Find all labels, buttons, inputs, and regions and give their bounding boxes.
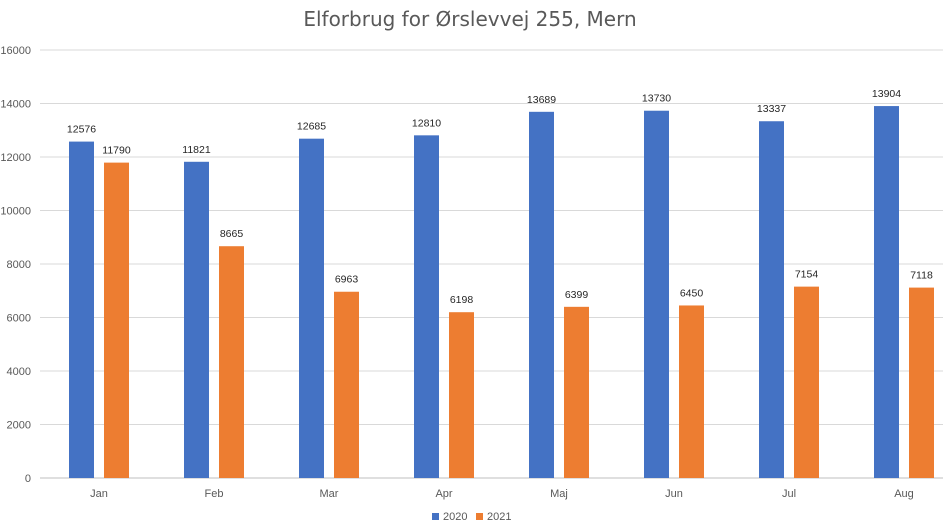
data-label-2020-aug: 13904 (872, 88, 901, 100)
data-label-2021-apr: 6198 (450, 294, 474, 306)
x-axis: Jan Feb Mar Apr Maj Jun Jul Aug (90, 488, 914, 500)
x-tick-label: Jan (90, 488, 108, 500)
data-labels: 12576 11790 11821 8665 12685 6963 12810 6198 136… (67, 88, 933, 306)
y-tick-label: 6000 (7, 313, 31, 325)
bar-2021-jun (679, 305, 704, 478)
data-label-2020-feb: 11821 (182, 144, 211, 156)
legend-label-2020: 2020 (443, 511, 467, 523)
bars (69, 106, 934, 479)
data-label-2020-jun: 13730 (642, 93, 671, 105)
legend-swatch-2021 (476, 513, 483, 520)
data-label-2021-aug: 7118 (910, 270, 933, 282)
bar-2020-jul (759, 121, 784, 478)
data-label-2021-mar: 6963 (335, 274, 359, 286)
bar-2021-jul (794, 286, 819, 478)
data-label-2020-jul: 13337 (757, 103, 786, 115)
y-tick-label: 16000 (0, 45, 31, 57)
x-tick-label: Feb (205, 488, 224, 500)
data-label-2021-jul: 7154 (795, 269, 819, 281)
y-tick-label: 0 (25, 473, 31, 485)
bar-2020-mar (299, 138, 324, 478)
chart-title: Elforbrug for Ørslevvej 255, Mern (303, 7, 636, 31)
bar-2020-maj (529, 111, 554, 479)
y-tick-label: 14000 (0, 99, 31, 111)
bar-2020-aug (874, 106, 899, 479)
y-tick-label: 4000 (7, 366, 31, 378)
bar-2021-maj (564, 306, 589, 478)
y-axis: 0 2000 4000 6000 8000 10000 12000 14000 16000 (0, 45, 31, 485)
bar-2020-feb (184, 161, 209, 478)
bar-2021-apr (449, 312, 474, 478)
data-label-2021-jun: 6450 (680, 287, 704, 299)
data-label-2020-maj: 13689 (527, 94, 556, 106)
x-tick-label: Mar (320, 488, 339, 500)
x-tick-label: Maj (550, 488, 568, 500)
data-label-2021-maj: 6399 (565, 289, 589, 301)
data-label-2021-feb: 8665 (220, 228, 244, 240)
legend: 2020 2021 (432, 511, 511, 523)
x-tick-label: Jun (665, 488, 683, 500)
y-tick-label: 10000 (0, 206, 31, 218)
bar-2020-jun (644, 110, 669, 478)
bar-2021-jan (104, 162, 129, 478)
data-label-2020-mar: 12685 (297, 121, 326, 133)
x-tick-label: Aug (894, 488, 914, 500)
y-tick-label: 8000 (7, 259, 31, 271)
bar-2021-mar (334, 291, 359, 478)
bar-2020-jan (69, 141, 94, 479)
bar-2021-aug (909, 287, 934, 478)
y-tick-label: 12000 (0, 152, 31, 164)
y-tick-label: 2000 (7, 420, 31, 432)
data-label-2021-jan: 11790 (102, 145, 131, 157)
legend-label-2021: 2021 (487, 511, 511, 523)
data-label-2020-apr: 12810 (412, 117, 441, 129)
bar-2020-apr (414, 135, 439, 478)
x-tick-label: Jul (782, 488, 796, 500)
legend-swatch-2020 (432, 513, 439, 520)
x-tick-label: Apr (435, 488, 452, 500)
bar-2021-feb (219, 246, 244, 478)
data-label-2020-jan: 12576 (67, 124, 96, 136)
